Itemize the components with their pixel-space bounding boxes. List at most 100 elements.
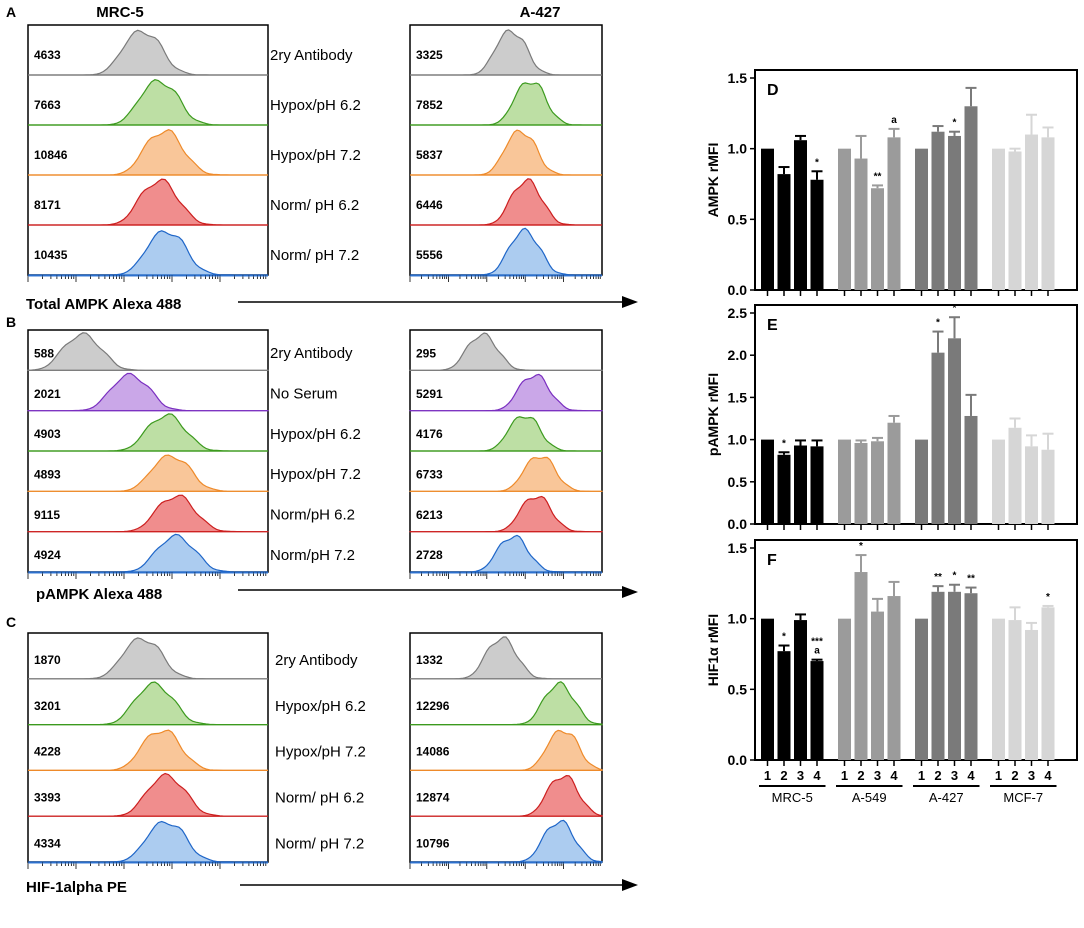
significance-marker: ** xyxy=(967,574,975,585)
bar xyxy=(810,661,824,760)
axis-label-hif1alpha: HIF-1alpha PE xyxy=(26,879,127,896)
histogram-x-ticks xyxy=(27,275,268,282)
axis-label-total-ampk: Total AMPK Alexa 488 xyxy=(26,296,181,313)
mfi-value: 3201 xyxy=(34,699,61,713)
x-tick-label: 2 xyxy=(934,768,941,783)
condition-label: 2ry Antibody xyxy=(270,47,353,64)
bar xyxy=(931,131,945,290)
condition-label: Hypox/pH 6.2 xyxy=(270,426,361,443)
axis-arrowhead-pampk xyxy=(622,586,638,598)
mfi-value: 2021 xyxy=(34,387,61,401)
mfi-value: 3325 xyxy=(416,48,443,62)
significance-marker: ** xyxy=(934,572,942,583)
y-tick-label: 0.0 xyxy=(728,516,748,532)
mfi-value: 7663 xyxy=(34,98,61,112)
histogram-box-c-left: 1870 3201 4228 3393 4334 xyxy=(27,632,269,869)
x-tick-label: 4 xyxy=(1044,768,1052,783)
bar xyxy=(948,338,961,524)
condition-label: Hypox/pH 7.2 xyxy=(275,744,366,761)
mfi-value: 6733 xyxy=(416,467,443,481)
mfi-value: 7852 xyxy=(416,98,443,112)
panel-letter-c: C xyxy=(6,614,16,630)
significance-marker: * xyxy=(953,571,957,582)
mfi-value: 10796 xyxy=(416,836,450,850)
bar xyxy=(1041,137,1055,290)
bar xyxy=(871,611,884,760)
bar xyxy=(1025,446,1038,524)
bar xyxy=(992,148,1005,290)
condition-label: Hypox/pH 6.2 xyxy=(270,97,361,114)
mfi-value: 4228 xyxy=(34,745,61,759)
condition-label: Hypox/pH 7.2 xyxy=(270,466,361,483)
x-tick-label: 3 xyxy=(874,768,881,783)
mfi-value: 2728 xyxy=(416,548,443,562)
x-tick-label: 2 xyxy=(780,768,787,783)
x-tick-label: 1 xyxy=(841,768,848,783)
bar xyxy=(948,591,961,760)
significance-marker: a xyxy=(814,646,820,657)
x-tick-label: 4 xyxy=(813,768,821,783)
mfi-value: 4633 xyxy=(34,48,61,62)
histogram-curve-blue xyxy=(410,819,603,863)
bar xyxy=(915,618,928,760)
y-tick-label: 1.5 xyxy=(728,389,748,405)
condition-label: Hypox/pH 6.2 xyxy=(275,698,366,715)
bar xyxy=(761,439,774,524)
mfi-value: 1870 xyxy=(34,653,61,667)
bar xyxy=(794,445,807,524)
histogram-x-ticks xyxy=(409,862,602,869)
condition-label: 2ry Antibody xyxy=(270,345,353,362)
histogram-panel-a: 4633 7663 10846 8171 10435 3325 7852 5837 6446 55… xyxy=(27,24,603,282)
axis-label-pampk: pAMPK Alexa 488 xyxy=(36,586,162,603)
histogram-x-ticks xyxy=(409,572,602,579)
mfi-value: 5556 xyxy=(416,248,443,262)
y-tick-label: 2.5 xyxy=(728,305,748,321)
y-tick-label: 0.5 xyxy=(728,211,748,227)
y-tick-label: 1.5 xyxy=(728,540,748,556)
bar xyxy=(1008,151,1022,290)
mfi-value: 8171 xyxy=(34,198,61,212)
y-axis-label: AMPK rMFI xyxy=(705,143,721,218)
mfi-value: 4924 xyxy=(34,548,61,562)
bar xyxy=(915,148,928,290)
mfi-value: 4334 xyxy=(34,836,61,850)
group-label: MCF-7 xyxy=(1003,790,1043,805)
y-tick-label: 0.5 xyxy=(728,474,748,490)
bar xyxy=(948,135,961,290)
y-axis-label: HIF1α rMFI xyxy=(705,614,721,686)
significance-marker: * xyxy=(782,632,786,643)
bar xyxy=(1008,620,1022,760)
bar xyxy=(1025,134,1038,290)
panel-letter-e: E xyxy=(767,317,778,334)
bar xyxy=(761,618,774,760)
bar xyxy=(992,439,1005,524)
x-tick-label: 3 xyxy=(797,768,804,783)
condition-label: No Serum xyxy=(270,386,338,403)
bar xyxy=(794,620,807,760)
significance-marker: * xyxy=(953,118,957,129)
bar xyxy=(1008,427,1022,524)
y-tick-label: 0.5 xyxy=(728,681,748,697)
histogram-box-b-right: 295 5291 4176 6733 6213 2728 xyxy=(409,329,603,579)
column-title-mrc5: MRC-5 xyxy=(96,4,144,21)
bar xyxy=(777,651,791,760)
significance-marker: * xyxy=(859,541,863,552)
condition-label: Norm/pH 7.2 xyxy=(270,547,355,564)
group-label: MRC-5 xyxy=(772,790,813,805)
significance-marker: a xyxy=(891,115,897,126)
mfi-value: 9115 xyxy=(34,508,60,522)
mfi-value: 12874 xyxy=(416,791,450,805)
column-title-a427: A-427 xyxy=(520,4,561,21)
condition-label: Hypox/pH 7.2 xyxy=(270,147,361,164)
y-tick-label: 1.0 xyxy=(728,141,748,157)
group-label: A-427 xyxy=(929,790,964,805)
bar-chart-e: E 0.0 0.5 1.0 1.5 2.0 2.5 pAMPK rMFI * * * xyxy=(705,303,1078,532)
condition-label: Norm/pH 6.2 xyxy=(270,507,355,524)
y-tick-label: 0.0 xyxy=(728,282,748,298)
panel-letter-f: F xyxy=(767,552,777,569)
histogram-x-ticks xyxy=(27,862,268,869)
